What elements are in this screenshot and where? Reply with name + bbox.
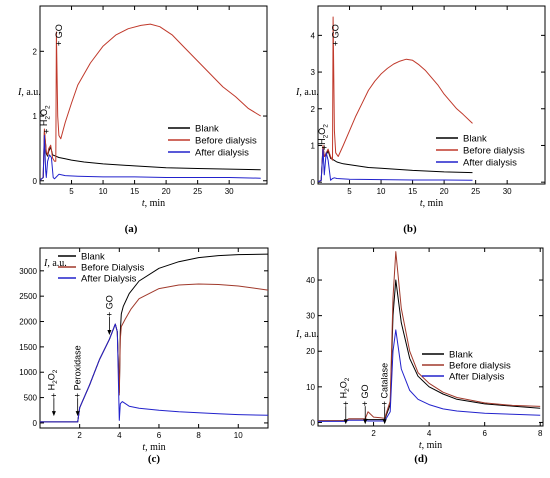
x-tick-label: 8 <box>538 429 543 438</box>
y-axis-label: I, a.u. <box>43 258 67 269</box>
legend-label: Blank <box>195 124 219 135</box>
x-tick-label: 8 <box>196 431 201 440</box>
x-axis-label: t, min <box>142 442 165 453</box>
legend-label: Before Dialysis <box>81 263 145 274</box>
x-tick-label: 10 <box>234 431 243 440</box>
panel-label: (a) <box>125 223 138 235</box>
annotation-label: + H2O2 <box>338 377 351 406</box>
series-line-1 <box>318 251 541 422</box>
series-line-2 <box>318 329 541 422</box>
series-line-2 <box>40 323 268 423</box>
annotation-arrowhead <box>363 419 368 425</box>
legend-label: Blank <box>463 134 487 145</box>
x-tick-label: 4 <box>117 431 122 440</box>
panel-2: 2 4 6 8 10 0 500 1000 1500 2000 2500 3000 t, min I, a… <box>19 247 269 465</box>
series-line-1 <box>40 23 261 181</box>
legend-label: After dialysis <box>195 148 249 159</box>
x-tick-label: 5 <box>69 187 74 196</box>
y-tick-label: 2500 <box>19 292 37 301</box>
annotation-arrowhead <box>75 411 80 417</box>
annotation-arrowhead <box>343 419 348 425</box>
y-tick-label: 500 <box>24 394 38 403</box>
panel-label: (d) <box>414 453 428 465</box>
legend-label: Before dialysis <box>449 361 511 372</box>
legend-label: After dialysis <box>463 158 517 169</box>
annotation-label: +H2O2 <box>317 124 330 150</box>
y-tick-label: 0 <box>311 178 316 187</box>
annotation-label: + H2O2 <box>39 105 52 134</box>
annotation-label: + GO <box>331 24 341 46</box>
x-tick-label: 20 <box>440 187 449 196</box>
panel-1: 5 10 15 20 25 30 0 1 2 3 4 t, min I, a.u. BlankBefore… <box>295 5 546 235</box>
series-line-1 <box>318 16 473 183</box>
x-axis-label: t, min <box>420 198 443 209</box>
x-tick-label: 30 <box>503 187 512 196</box>
x-tick-label: 2 <box>77 431 82 440</box>
x-tick-label: 6 <box>157 431 162 440</box>
x-tick-label: 4 <box>427 429 432 438</box>
x-tick-label: 30 <box>225 187 234 196</box>
x-tick-label: 25 <box>471 187 480 196</box>
legend-label: Before dialysis <box>463 146 525 157</box>
y-tick-label: 20 <box>306 347 315 356</box>
y-tick-label: 4 <box>311 31 316 40</box>
y-tick-label: 40 <box>306 276 315 285</box>
y-tick-label: 2 <box>33 47 38 56</box>
x-tick-label: 10 <box>99 187 108 196</box>
annotation-label: + H2O2 <box>46 369 59 398</box>
y-tick-label: 2000 <box>19 318 37 327</box>
plot-frame <box>317 247 544 427</box>
x-tick-label: 25 <box>193 187 202 196</box>
x-tick-label: 15 <box>130 187 139 196</box>
x-tick-label: 15 <box>408 187 417 196</box>
annotation-arrowhead <box>107 329 112 335</box>
y-axis-label: I, a.u. <box>295 87 319 98</box>
series-line-2 <box>318 148 473 183</box>
legend-label: Before dialysis <box>195 136 257 147</box>
y-tick-label: 0 <box>33 177 38 186</box>
y-tick-label: 30 <box>306 312 315 321</box>
x-tick-label: 6 <box>482 429 487 438</box>
panel-label: (c) <box>148 453 161 465</box>
x-axis-label: t, min <box>419 440 442 451</box>
annotation-label: + GO <box>360 384 370 406</box>
plot-frame <box>39 247 269 429</box>
series-line-0 <box>318 279 541 422</box>
y-tick-label: 3 <box>311 68 316 77</box>
x-tick-label: 5 <box>347 187 352 196</box>
annotation-label: + GO <box>104 295 114 317</box>
plot-frame <box>39 5 268 185</box>
plot-frame <box>317 5 546 185</box>
x-axis-label: t, min <box>142 198 165 209</box>
annotation-label: + Catalase <box>380 363 390 406</box>
annotation-label: + GO <box>54 24 64 46</box>
legend-label: Blank <box>81 252 105 263</box>
y-axis-label: I, a.u. <box>17 87 41 98</box>
annotation-arrowhead <box>51 411 56 417</box>
y-tick-label: 1 <box>33 112 38 121</box>
y-tick-label: 10 <box>306 383 315 392</box>
legend-label: Blank <box>449 350 473 361</box>
x-tick-label: 10 <box>377 187 386 196</box>
y-tick-label: 0 <box>33 419 38 428</box>
y-tick-label: 1 <box>311 141 316 150</box>
legend-label: After Dialysis <box>81 274 137 285</box>
x-tick-label: 2 <box>371 429 376 438</box>
y-axis-label: I, a.u. <box>295 329 319 340</box>
panel-label: (b) <box>403 223 417 235</box>
x-tick-label: 20 <box>162 187 171 196</box>
y-tick-label: 1500 <box>19 343 37 352</box>
legend-label: After Dialysis <box>449 372 505 383</box>
y-tick-label: 0 <box>311 418 316 427</box>
annotation-label: + Peroxidase <box>73 345 83 398</box>
series-line-2 <box>40 135 261 181</box>
y-tick-label: 2 <box>311 105 316 114</box>
y-tick-label: 1000 <box>19 368 37 377</box>
y-tick-label: 3000 <box>19 267 37 276</box>
annotation-arrowhead <box>382 419 387 425</box>
